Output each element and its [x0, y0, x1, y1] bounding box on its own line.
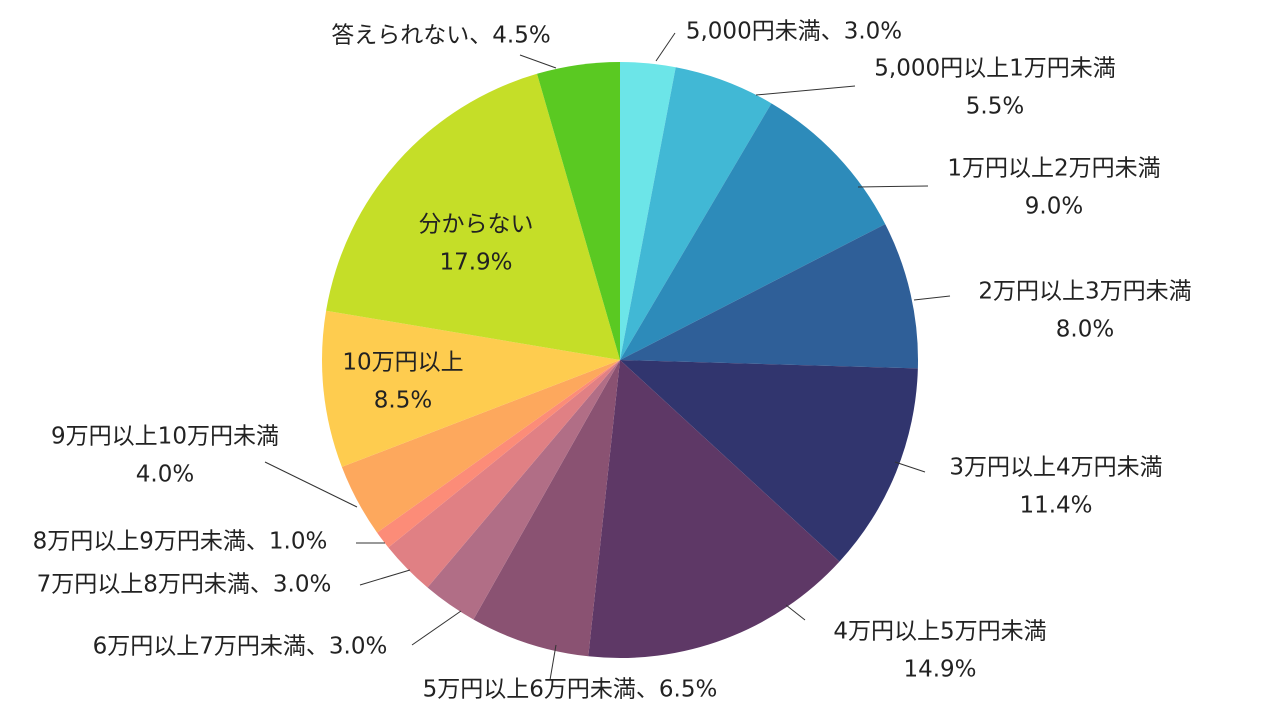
pie-slice-3 [620, 103, 886, 360]
slice-label-8: 6万円以上7万円未満、3.0% [93, 634, 388, 660]
slice-label-4: 2万円以上3万円未満 8.0% [978, 279, 1191, 343]
leader-line-7 [549, 644, 557, 681]
pie-slice-5 [620, 360, 918, 562]
pie-slice-10 [377, 360, 620, 548]
slice-label-name-5: 3万円以上4万円未満 [949, 455, 1162, 481]
pie-slice-4 [620, 224, 918, 369]
leader-lines [264, 32, 951, 681]
slice-label-name-11: 9万円以上10万円未満 [51, 424, 279, 450]
pie-slice-7 [473, 360, 620, 657]
slice-label-3: 1万円以上2万円未満 9.0% [947, 156, 1160, 220]
slice-label-name-2: 5,000円以上1万円未満 [874, 56, 1115, 82]
slice-label-7: 5万円以上6万円未満、6.5% [423, 677, 718, 703]
pie-slice-6 [588, 360, 840, 659]
leader-line-8 [411, 610, 462, 646]
leader-line-14 [519, 54, 557, 69]
slice-label-1: 5,000円未満、3.0% [686, 19, 902, 45]
slice-label-13: 分からない 17.9% [419, 212, 534, 276]
slice-label-value-3: 9.0% [1025, 194, 1083, 220]
leader-line-1 [655, 32, 676, 62]
slice-label-name-13: 分からない [419, 212, 534, 238]
slice-label-12: 10万円以上 8.5% [342, 350, 463, 414]
leader-line-11 [264, 461, 358, 508]
leader-line-6 [785, 604, 806, 621]
pie-slice-13 [326, 73, 620, 360]
slice-label-value-6: 14.9% [903, 657, 976, 683]
slice-labels: 5,000円未満、3.0% 5,000円以上1万円未満 5.5% 1万円以上2万円未満… [33, 19, 1192, 703]
leader-line-5 [894, 461, 926, 473]
pie-slice-14 [537, 62, 620, 360]
pie-slice-2 [620, 67, 772, 360]
pie-slice-8 [427, 360, 620, 620]
slice-label-value-11: 4.0% [136, 462, 194, 488]
slice-label-6: 4万円以上5万円未満 14.9% [833, 619, 1046, 683]
pie-slice-9 [388, 360, 620, 588]
pie-slice-12 [321, 310, 620, 467]
slice-label-11: 9万円以上10万円未満 4.0% [51, 424, 279, 488]
slice-label-5: 3万円以上4万円未満 11.4% [949, 455, 1162, 519]
slice-label-value-5: 11.4% [1019, 493, 1092, 519]
slice-label-10: 8万円以上9万円未満、1.0% [33, 529, 328, 555]
slice-label-name-3: 1万円以上2万円未満 [947, 156, 1160, 182]
slice-label-name-12: 10万円以上 [342, 350, 463, 376]
slice-label-14: 答えられない、4.5% [331, 23, 550, 49]
slice-label-2: 5,000円以上1万円未満 5.5% [874, 56, 1115, 120]
slice-label-name-4: 2万円以上3万円未満 [978, 279, 1191, 305]
pie-slice-1 [620, 62, 676, 360]
leader-line-2 [755, 85, 856, 96]
slice-label-name-6: 4万円以上5万円未満 [833, 619, 1046, 645]
slice-label-9: 7万円以上8万円未満、3.0% [37, 572, 332, 598]
slice-label-value-4: 8.0% [1056, 317, 1114, 343]
pie-slices [321, 62, 918, 659]
slice-label-value-13: 17.9% [439, 250, 512, 276]
pie-slice-11 [341, 360, 620, 533]
leader-line-9 [359, 569, 411, 586]
slice-label-value-2: 5.5% [966, 94, 1024, 120]
leader-line-3 [857, 185, 929, 188]
slice-label-value-12: 8.5% [374, 388, 432, 414]
leader-line-4 [913, 295, 951, 301]
